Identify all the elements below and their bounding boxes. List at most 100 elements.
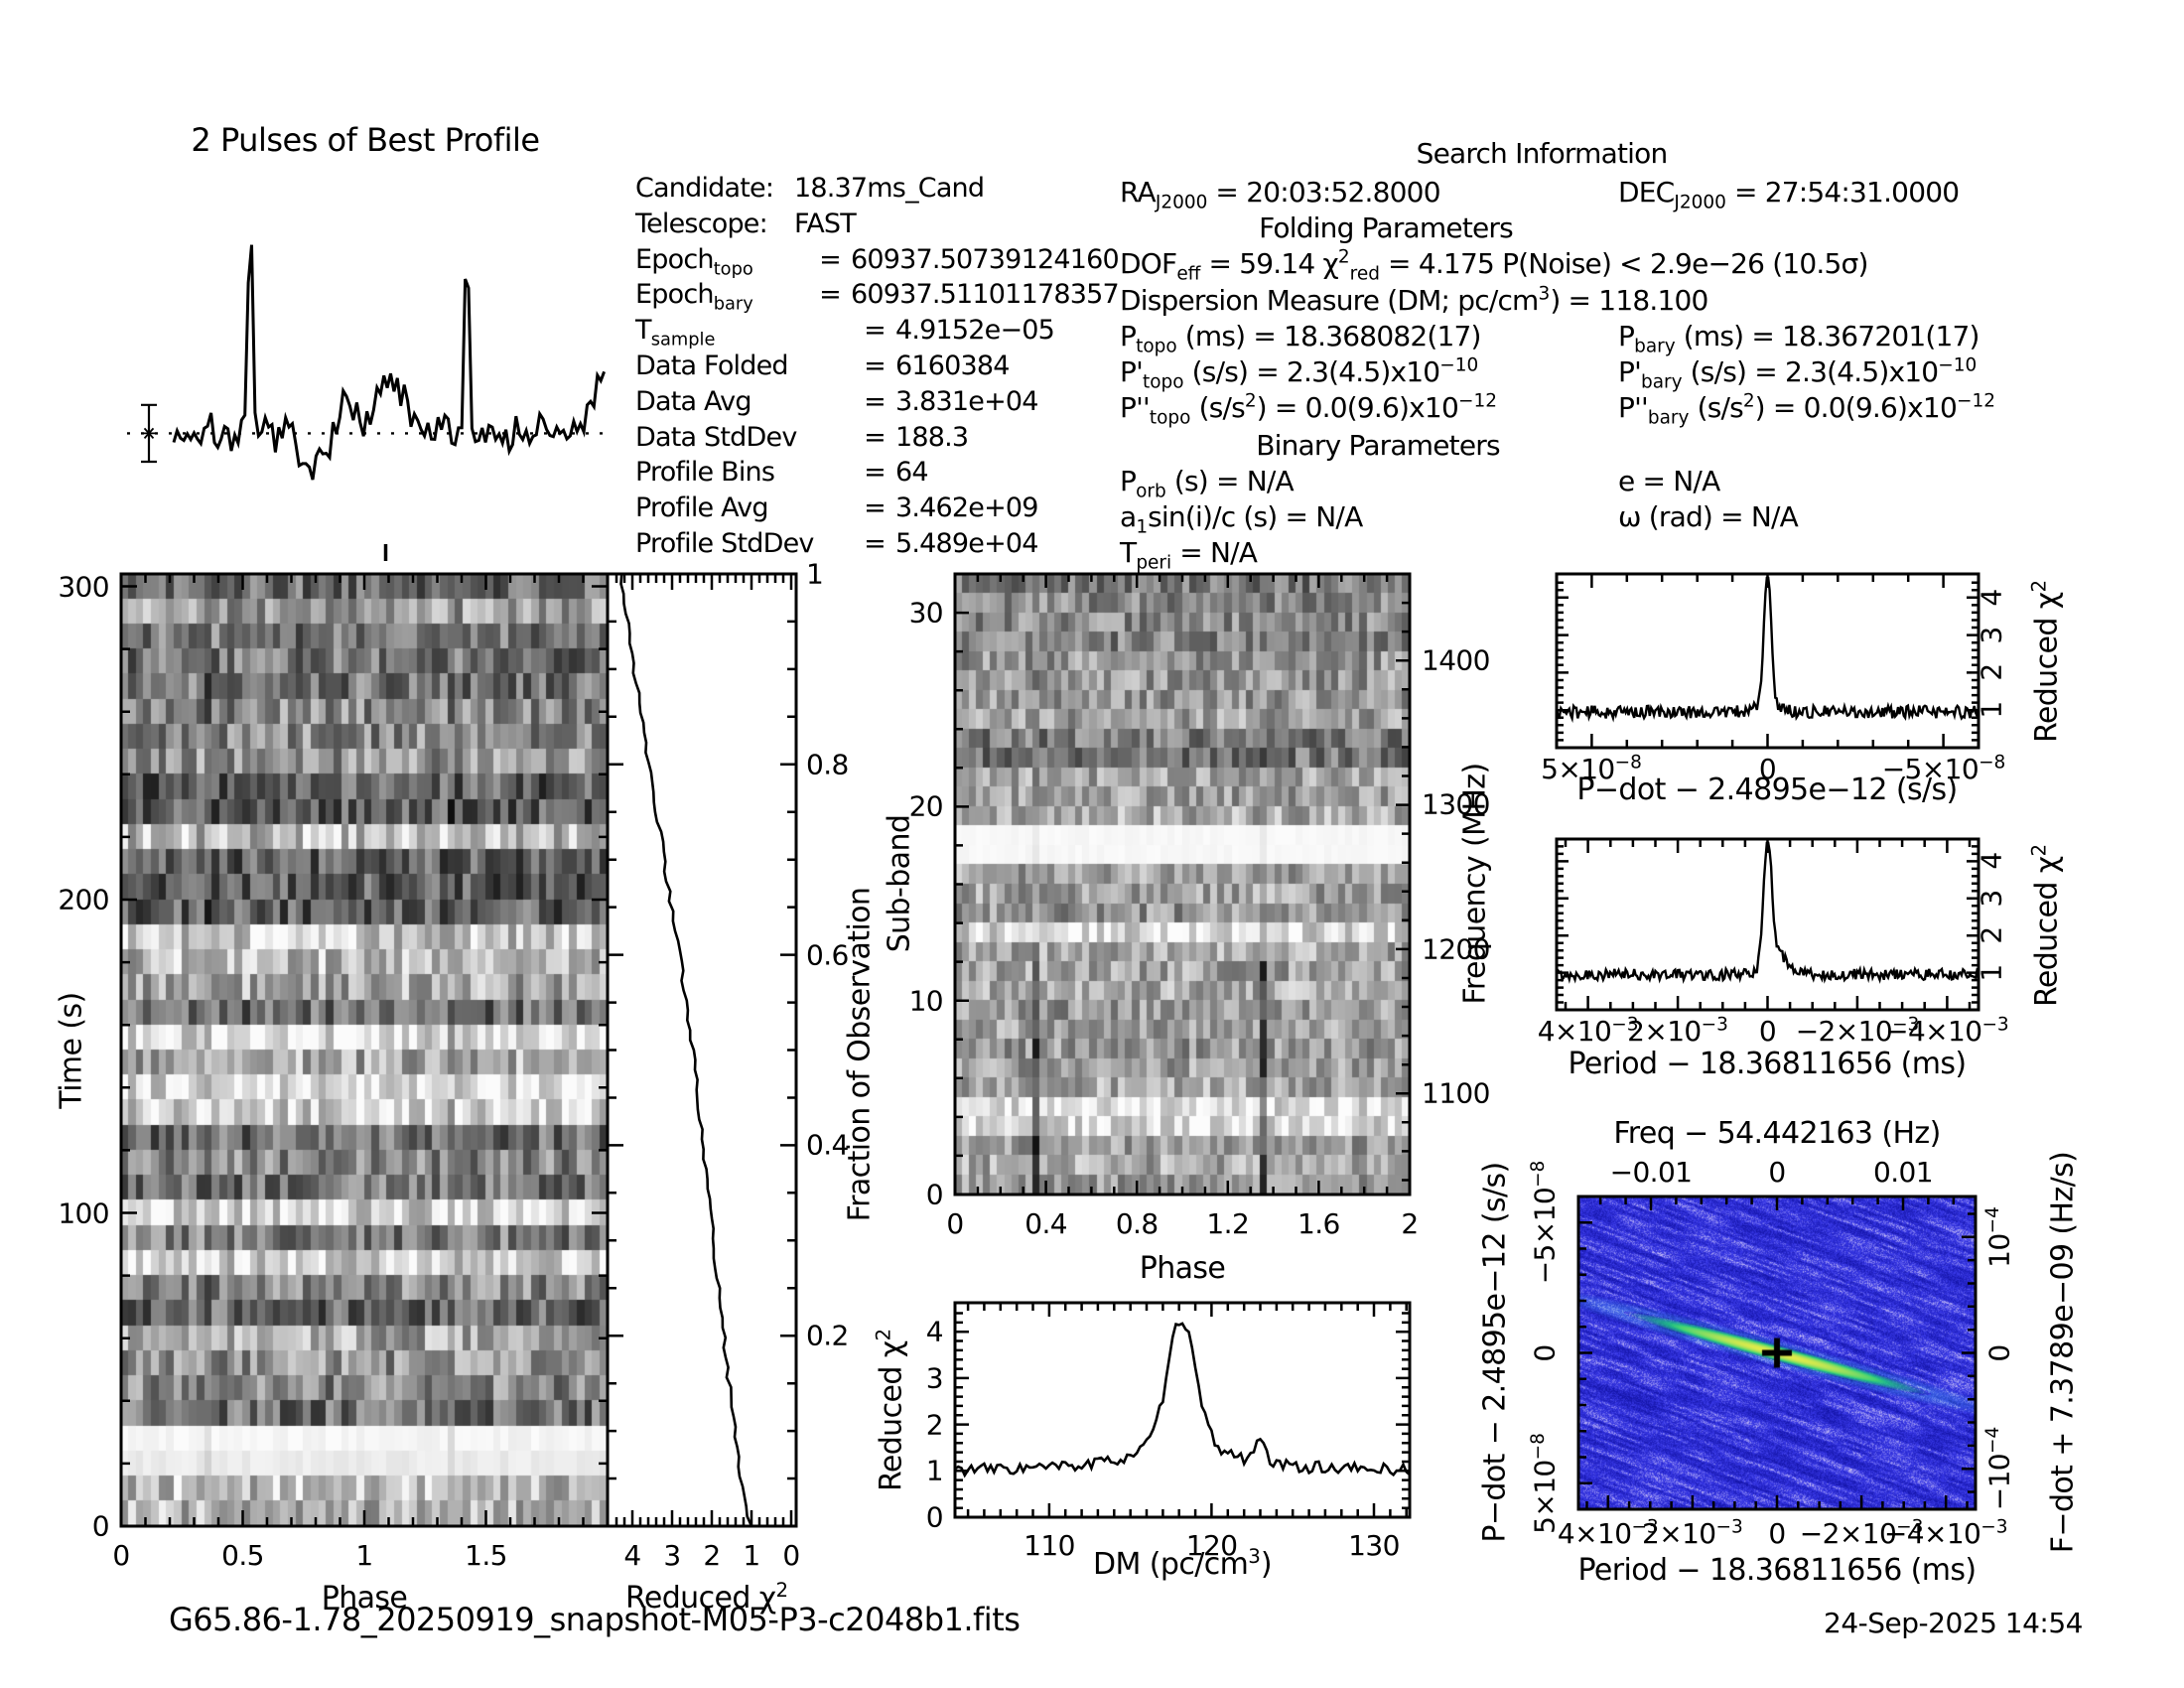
tick-label: 100 bbox=[58, 1196, 109, 1229]
pdot-bary: P'bary (s/s) = 2.3(4.5)x10−10 bbox=[1618, 354, 1978, 393]
tick-label: 3 bbox=[663, 1539, 681, 1572]
search-info-title: Search Information bbox=[1416, 137, 1669, 170]
tick-label: 4 bbox=[623, 1539, 641, 1572]
info-value: 3.462e+09 bbox=[895, 492, 1038, 524]
omega: ω (rad) = N/A bbox=[1618, 500, 1799, 533]
tick-label: 3 bbox=[1975, 890, 2008, 908]
p-bary: Pbary (ms) = 18.367201(17) bbox=[1618, 320, 1979, 357]
tick-label: 2 bbox=[1401, 1207, 1419, 1240]
period-axis-label-map: Period − 18.36811656 (ms) bbox=[1577, 1553, 1978, 1588]
plot-stroke bbox=[953, 1301, 1412, 1519]
equals-sign: = bbox=[864, 385, 887, 417]
tick-label: 4 bbox=[1975, 852, 2008, 870]
plot-stroke bbox=[119, 572, 610, 1528]
tick-label: 0.5 bbox=[221, 1539, 264, 1572]
freq-offset-title: Freq − 54.442163 (Hz) bbox=[1613, 1116, 1941, 1151]
tick-label: 4 bbox=[1975, 589, 2008, 607]
plot-stroke bbox=[172, 244, 607, 481]
tick-label: 4×10−3 bbox=[1557, 1516, 1659, 1550]
tick-label: 1 bbox=[355, 1539, 373, 1572]
info-label: Data Avg bbox=[635, 385, 751, 417]
tick-label: −4×10−3 bbox=[1885, 1014, 2009, 1048]
folding-parameters-header: Folding Parameters bbox=[1259, 211, 1514, 244]
tick-label: 2 bbox=[1975, 926, 2008, 944]
tick-label: 0.8 bbox=[1115, 1207, 1159, 1240]
tick-label: −5×10−8 bbox=[1528, 1160, 1562, 1285]
tick-label: 0.4 bbox=[806, 1128, 849, 1162]
tick-label: 10−4 bbox=[1982, 1205, 2016, 1268]
plot-stroke bbox=[606, 572, 798, 1528]
tick-label: 1 bbox=[1975, 701, 2008, 719]
info-value: 188.3 bbox=[895, 421, 969, 453]
info-label: Profile Avg bbox=[635, 492, 769, 524]
reduced-chi2-axis-label-main: Reduced χ2 bbox=[624, 1579, 789, 1616]
info-label: Data Folded bbox=[635, 350, 789, 381]
plot-stroke bbox=[1555, 837, 1980, 1012]
eccentricity: e = N/A bbox=[1618, 465, 1720, 497]
tick-label: 1.6 bbox=[1297, 1207, 1340, 1240]
info-value: 5.489e+04 bbox=[895, 527, 1038, 559]
equals-sign: = bbox=[864, 457, 887, 489]
tick-label: −5×10−8 bbox=[1881, 752, 2006, 785]
tick-label: 1 bbox=[806, 557, 824, 591]
tick-label: 0 bbox=[925, 1178, 944, 1211]
info-value: 6160384 bbox=[895, 350, 1010, 381]
tick-label: 200 bbox=[58, 883, 109, 916]
equals-sign: = bbox=[864, 315, 887, 347]
asini-c: a1sin(i)/c (s) = N/A bbox=[1120, 500, 1363, 538]
pddot-topo: P''topo (s/s2) = 0.0(9.6)x10−12 bbox=[1120, 390, 1497, 429]
tick-label: −4×10−3 bbox=[1883, 1516, 2008, 1550]
info-line: Epochtopo = 60937.50739124160 bbox=[635, 243, 1120, 280]
info-line: Profile Avg = 3.462e+09 bbox=[635, 492, 1119, 528]
plot-stroke bbox=[954, 1322, 1411, 1478]
info-line: Telescope: FAST bbox=[635, 209, 1119, 244]
info-label: Epochbary bbox=[635, 279, 753, 315]
tick-label: 3 bbox=[1975, 626, 2008, 644]
generation-datetime: 24-Sep-2025 14:54 bbox=[1824, 1607, 2083, 1639]
info-label: Epochtopo bbox=[635, 243, 753, 279]
info-value: 60937.50739124160 bbox=[851, 243, 1120, 275]
plot-stroke bbox=[1555, 572, 1980, 750]
info-label: Profile StdDev bbox=[635, 527, 814, 559]
info-label: Telescope: bbox=[635, 208, 768, 239]
p-orb: Porb (s) = N/A bbox=[1120, 465, 1295, 502]
ra-value: RAJ2000 = 20:03:52.8000 bbox=[1120, 176, 1441, 213]
tick-label: 0 bbox=[1528, 1343, 1562, 1362]
candidate-info: Candidate: 18.37ms_Cand Telescope: FAST Epoc… bbox=[635, 173, 1120, 564]
tick-label: 1 bbox=[743, 1539, 760, 1572]
tick-label: 0 bbox=[91, 1509, 110, 1543]
info-label: Profile Bins bbox=[635, 457, 775, 489]
info-label: Tsample bbox=[635, 315, 716, 351]
equals-sign: = bbox=[819, 279, 842, 311]
source-filename: G65.86-1.78_20250919_snapshot-M05-P3-c20… bbox=[169, 1601, 1021, 1638]
profile-title: 2 Pulses of Best Profile bbox=[191, 121, 540, 159]
info-label: Candidate: bbox=[635, 173, 774, 204]
info-line: Profile Bins = 64 bbox=[635, 457, 1119, 492]
info-value: FAST bbox=[794, 208, 857, 239]
plot-stroke bbox=[1555, 841, 1979, 984]
pddot-bary: P''bary (s/s2) = 0.0(9.6)x10−12 bbox=[1618, 390, 1995, 429]
tick-label: 1400 bbox=[1422, 643, 1490, 677]
tick-label: 2×10−3 bbox=[1642, 1516, 1743, 1550]
tick-label: 5×10−8 bbox=[1541, 752, 1642, 785]
tick-label: 300 bbox=[58, 570, 109, 603]
info-line: Tsample = 4.9152e−05 bbox=[635, 315, 1119, 351]
plot-stroke bbox=[619, 573, 753, 1527]
info-line: Profile StdDev = 5.489e+04 bbox=[635, 528, 1119, 564]
plot-stroke bbox=[1555, 576, 1980, 724]
period-pdot-heatmap bbox=[1578, 1196, 1976, 1509]
info-value: 18.37ms_Cand bbox=[794, 173, 985, 204]
info-value: 3.831e+04 bbox=[895, 385, 1038, 417]
dof-chi2-pnoise: DOFeff = 59.14 χ2red = 4.175 P(Noise) < … bbox=[1120, 246, 1868, 285]
plot-stroke bbox=[1576, 1195, 1978, 1511]
plot-stroke bbox=[119, 572, 1980, 1528]
tick-label: 30 bbox=[908, 596, 944, 630]
equals-sign: = bbox=[864, 421, 887, 453]
dec-value: DECJ2000 = 27:54:31.0000 bbox=[1618, 176, 1960, 213]
subband-phase-heatmap bbox=[955, 574, 1410, 1195]
tick-label: 0 bbox=[1768, 1156, 1786, 1189]
tick-label: 0 bbox=[112, 1539, 130, 1572]
info-line: Epochbary = 60937.51101178357 bbox=[635, 279, 1120, 315]
tick-label: 4×10−3 bbox=[1537, 1014, 1639, 1048]
